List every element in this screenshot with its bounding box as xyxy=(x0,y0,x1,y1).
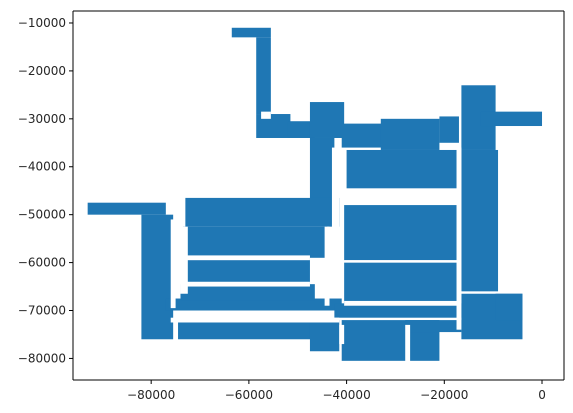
floorplan-regions xyxy=(87,27,543,361)
region-north-inner-row xyxy=(185,197,340,227)
gap-gap-5 xyxy=(170,219,176,309)
x-ticks: −80000 −60000 −40000 −20000 0 xyxy=(127,380,546,402)
region-north-wing-base xyxy=(256,114,291,138)
region-north-block-c xyxy=(380,118,440,150)
region-north-wing-top xyxy=(231,27,271,38)
y-tick-label: −10000 xyxy=(18,16,66,30)
y-tick-label: −80000 xyxy=(18,351,66,365)
x-tick-label: −80000 xyxy=(127,388,175,402)
region-north-block-a xyxy=(287,121,315,138)
y-tick-label: −20000 xyxy=(18,64,66,78)
region-south-block-c xyxy=(405,320,462,333)
region-south-rooms-west xyxy=(178,320,335,340)
gap-gap-11 xyxy=(344,260,459,263)
x-tick-label: 0 xyxy=(538,388,546,402)
region-inner-long-hall xyxy=(185,257,310,285)
x-tick-label: −20000 xyxy=(420,388,468,402)
gap-gap-14 xyxy=(339,324,345,345)
region-east-low-tower xyxy=(495,293,523,321)
gap-gap-6 xyxy=(324,226,330,306)
y-tick-label: −30000 xyxy=(18,112,66,126)
region-west-wing-block xyxy=(141,214,174,340)
region-central-block xyxy=(344,205,459,261)
region-west-wing xyxy=(87,202,166,215)
y-tick-label: −60000 xyxy=(18,256,66,270)
gap-gap-12 xyxy=(344,300,459,306)
region-south-mid-rooms xyxy=(309,320,340,352)
gap-gap-13 xyxy=(405,324,411,364)
floorplan-gaps xyxy=(170,111,462,364)
region-central-block-top xyxy=(346,149,459,189)
region-central-block-bottom xyxy=(344,262,459,304)
region-inner-bottom-rooms xyxy=(180,284,315,301)
gap-gap-10 xyxy=(170,317,340,323)
y-tick-label: −50000 xyxy=(18,208,66,222)
region-east-column xyxy=(461,149,499,292)
region-inner-top-rooms xyxy=(182,226,328,258)
gap-gap-7 xyxy=(180,226,188,294)
gap-gap-1 xyxy=(261,111,271,119)
region-north-block-b xyxy=(309,102,345,138)
y-tick-label: −70000 xyxy=(18,304,66,318)
gap-gap-4 xyxy=(456,147,462,330)
gap-gap-8 xyxy=(185,255,310,261)
region-ne-spur xyxy=(480,111,543,127)
gap-gap-3 xyxy=(341,190,459,203)
region-north-wing-corridor xyxy=(256,37,271,115)
gap-gap-9 xyxy=(185,281,310,287)
y-ticks: −10000 −20000 −30000 −40000 −50000 −60000 −700… xyxy=(18,16,73,365)
region-north-strip xyxy=(341,123,384,148)
region-central-corridor xyxy=(334,303,462,318)
region-north-block-d xyxy=(439,116,459,143)
region-west-wing-corridor xyxy=(165,298,342,311)
x-tick-label: −40000 xyxy=(322,388,370,402)
x-tick-label: −60000 xyxy=(225,388,273,402)
y-tick-label: −40000 xyxy=(18,160,66,174)
gap-gap-2 xyxy=(331,147,340,246)
axes xyxy=(72,10,565,381)
